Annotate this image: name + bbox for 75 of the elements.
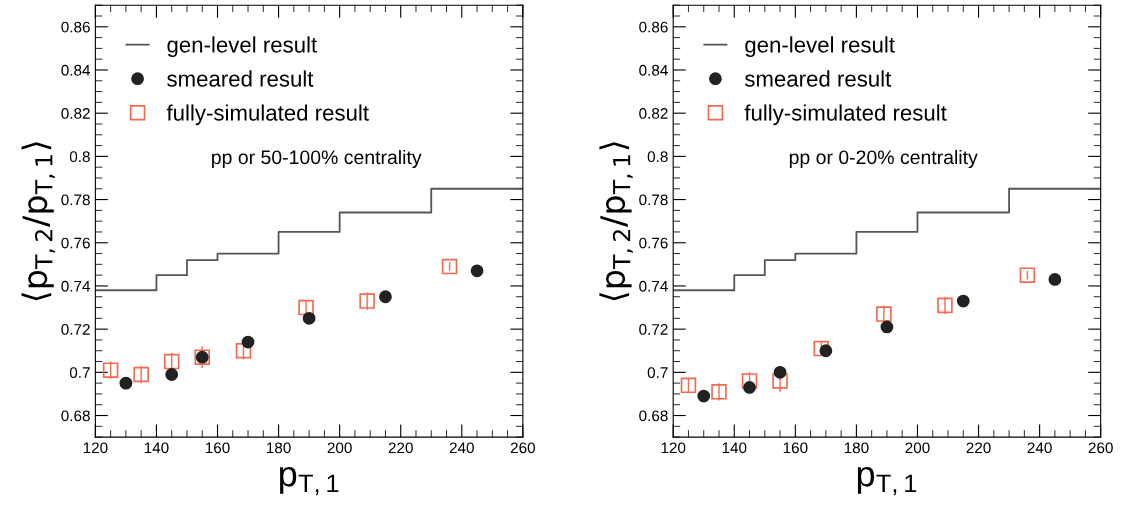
x-tick-label: 160 (783, 442, 808, 454)
x-tick-label: 140 (722, 442, 747, 454)
y-tick-label: 0.68 (61, 410, 90, 422)
point (743, 381, 756, 394)
legend-label: gen-level result (745, 36, 895, 58)
point (813, 340, 830, 357)
x-tick-label: 220 (966, 442, 991, 454)
y-tick-label: 0.76 (639, 237, 668, 249)
x-tick-label: 120 (661, 442, 686, 454)
y-tick-label: 0.7 (647, 367, 668, 379)
y-tick-label: 0.74 (61, 280, 91, 292)
point (711, 383, 727, 400)
x-tick-label: 140 (144, 442, 169, 454)
y-tick-label: 0.7 (69, 367, 90, 379)
x-tick-label: 200 (905, 442, 930, 454)
point (441, 258, 458, 275)
y-tick-label: 0.68 (639, 410, 668, 422)
y-tick-label: 0.72 (639, 324, 668, 335)
point (235, 342, 252, 359)
point (241, 335, 255, 349)
y-tick-label: 0.82 (639, 108, 668, 119)
point (819, 344, 833, 358)
legend-label: fully-simulated result (744, 104, 947, 126)
y-tick-label: 0.72 (61, 324, 90, 335)
x-tick-label: 180 (267, 442, 291, 454)
y-tick-label: 0.78 (639, 194, 668, 206)
x-axis-title: p$_{T,1}$ (857, 466, 917, 496)
point (133, 366, 149, 383)
point (1019, 267, 1036, 283)
point (163, 353, 180, 370)
x-tick-label: 240 (449, 442, 474, 454)
x-tick-label: 240 (1027, 442, 1052, 454)
y-tick-label: 0.84 (61, 64, 91, 76)
x-tick-label: 180 (844, 442, 869, 454)
y-tick-label: 0.74 (639, 280, 668, 292)
x-tick-label: 160 (205, 442, 230, 454)
legend-label: smeared result (167, 70, 314, 87)
x-tick-label: 220 (388, 442, 413, 454)
annotation: pp or 50-100% centrality (212, 149, 422, 169)
y-tick-label: 0.76 (61, 237, 90, 249)
y-tick-label: 0.86 (61, 21, 90, 33)
y-tick-label: 0.8 (647, 151, 668, 163)
point (379, 290, 392, 304)
x-tick-label: 200 (327, 442, 352, 454)
y-tick-label: 0.84 (639, 64, 668, 76)
point (680, 377, 697, 394)
point (937, 297, 953, 314)
legend-label: fully-simulated result (166, 104, 369, 126)
x-tick-label: 260 (1088, 442, 1113, 454)
y-tick-label: 0.82 (61, 108, 90, 119)
point (956, 294, 970, 308)
legend-label: gen-level result (167, 36, 318, 58)
y-tick-label: 0.8 (69, 151, 90, 163)
y-axis-title: ⟨p$_{T,2}$/p$_{T,1}$⟩ (599, 142, 633, 301)
point (119, 376, 133, 390)
point (697, 389, 711, 403)
annotation: pp or 0-20% centrality (789, 149, 978, 169)
point (876, 306, 892, 322)
point (298, 299, 314, 316)
point (470, 264, 484, 278)
y-axis-title: ⟨p$_{T,2}$/p$_{T,1}$⟩ (21, 142, 56, 301)
legend-label: smeared result (744, 70, 892, 87)
x-tick-label: 120 (83, 442, 108, 454)
y-tick-label: 0.86 (639, 21, 668, 33)
point (1048, 273, 1062, 286)
point (359, 293, 375, 309)
point (165, 368, 179, 381)
point (773, 365, 787, 379)
x-tick-label: 260 (510, 442, 535, 454)
point (102, 362, 119, 378)
point (741, 373, 758, 389)
point (880, 320, 894, 334)
x-axis-title: p$_{T,1}$ (280, 466, 339, 496)
y-tick-label: 0.78 (61, 194, 90, 206)
point (302, 311, 316, 325)
